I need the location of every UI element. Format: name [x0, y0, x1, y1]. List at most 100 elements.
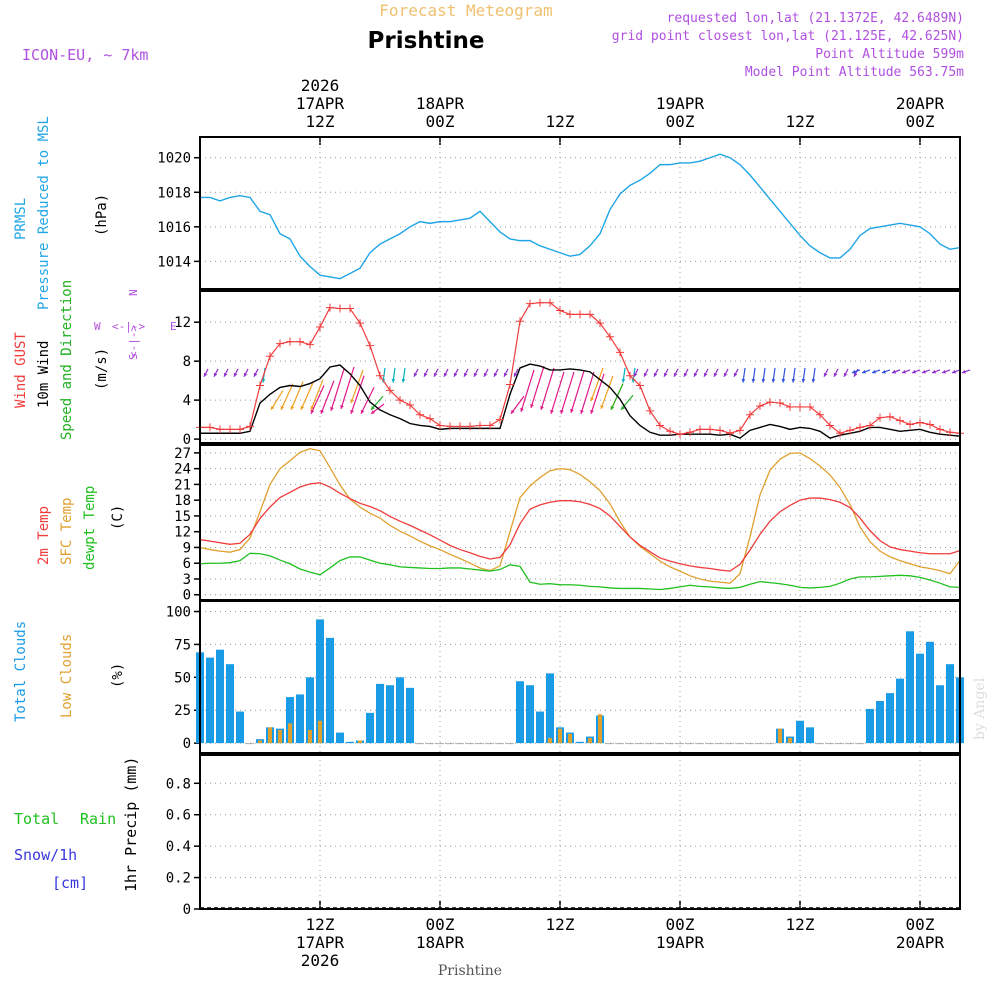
wind-gust-point: [946, 428, 954, 437]
temp-label-2m: 2m Temp: [36, 506, 52, 565]
wind-direction-arrowhead: [280, 405, 285, 410]
cloud-low-bar: [318, 720, 322, 744]
precip-label-cm: [cm]: [52, 874, 88, 892]
top-tick-label: 00Z: [666, 112, 695, 131]
bottom-tick-label: 18APR: [416, 933, 465, 952]
wind-direction-arrowhead: [371, 405, 375, 410]
pressure-ytick-label: 1020: [157, 151, 191, 167]
wind-direction-arrowhead: [673, 372, 678, 377]
wind-gust-point: [836, 429, 844, 438]
cloud-total-bar: [886, 693, 894, 744]
wind-direction-arrowhead: [253, 372, 258, 377]
wind-direction-arrowhead: [540, 405, 544, 410]
cloud-low-bar: [268, 727, 272, 744]
wind-gust-point: [936, 425, 944, 434]
cloud-total-bar: [536, 711, 544, 744]
bottom-tick-label: 00Z: [666, 915, 695, 934]
cloud-total-bar: [526, 685, 534, 744]
wind-gust-point: [916, 418, 924, 427]
cloud-total-bar: [546, 673, 554, 744]
wind-direction-arrowhead: [453, 372, 458, 377]
wind-gust-point: [746, 410, 754, 419]
compass-north: N: [127, 289, 140, 296]
wind-gust-point: [616, 348, 624, 357]
top-tick-label: 18APR: [416, 94, 465, 113]
top-tick-label: 00Z: [906, 112, 935, 131]
wind-direction-arrowhead: [733, 372, 738, 377]
wind-direction-arrowhead: [663, 372, 668, 377]
wind-gust-point: [876, 413, 884, 422]
wind-gust-point: [236, 425, 244, 434]
cloud-low-bar: [278, 729, 282, 744]
temp-2m-line: [199, 482, 961, 572]
wind-direction-arrow: [520, 369, 535, 412]
wind-direction-arrowhead: [952, 369, 956, 374]
wind-direction-arrowhead: [310, 405, 315, 410]
wind-gust-point: [866, 421, 874, 430]
wind-gust-point: [466, 422, 474, 431]
wind-gust-point: [646, 406, 654, 415]
wind-direction-arrowhead: [653, 372, 658, 377]
grid-point-coords: grid point closest lon,lat (21.125E, 42.…: [612, 29, 964, 44]
cloud-total-bar: [396, 677, 404, 744]
wind-direction-arrowhead: [340, 404, 344, 409]
requested-coords: requested lon,lat (21.1372E, 42.6489N): [667, 11, 964, 26]
wind-direction-arrowhead: [791, 378, 796, 383]
top-tick-label: 20APR: [896, 94, 945, 113]
clouds-ytick-label: 0: [183, 736, 191, 752]
wind-direction-arrowhead: [320, 409, 325, 414]
temperature-labels: 2m Temp SFC Temp dewpt Temp (C): [36, 486, 126, 570]
temperature-ytick-label: 21: [174, 477, 191, 493]
wind-direction-arrowhead: [703, 372, 708, 377]
wind-direction-arrow: [320, 380, 335, 414]
wind-gust-point: [426, 414, 434, 423]
temperature-ytick-label: 12: [174, 525, 191, 541]
wind-direction-arrowhead: [401, 378, 406, 383]
compass-axis: <-|->: [112, 320, 145, 333]
wind-gust-point: [206, 423, 214, 432]
wind-gust-point: [576, 310, 584, 319]
bottom-tick-label: 12Z: [546, 915, 575, 934]
wind-direction-arrowhead: [643, 372, 648, 377]
precip-ytick-label: 0.2: [166, 871, 191, 887]
wind-gust-point: [786, 402, 794, 411]
pressure-ytick-label: 1016: [157, 220, 191, 236]
wind-direction-arrowhead: [300, 405, 305, 410]
wind-direction-arrow: [560, 371, 575, 414]
wind-direction-arrowhead: [243, 372, 248, 377]
wind-direction-arrow: [350, 369, 364, 404]
wind-gust-point: [496, 415, 504, 424]
cloud-total-bar: [896, 678, 904, 744]
wind-direction-arrowhead: [590, 397, 594, 402]
wind-direction-arrowhead: [781, 378, 786, 383]
pressure-labels: PRMSL Pressure Reduced to MSL (hPa): [13, 116, 110, 310]
cloud-labels: Total Clouds Low Clouds (%): [13, 621, 126, 722]
bottom-tick-label: 20APR: [896, 933, 945, 952]
wind-10m-line: [200, 363, 961, 439]
wind-direction-arrowhead: [843, 372, 848, 377]
temperature-ytick-label: 6: [183, 556, 191, 572]
compass-vertical-axis: <-|->: [127, 325, 140, 358]
wind-direction-arrowhead: [823, 372, 828, 377]
wind-direction-arrow: [280, 383, 294, 411]
precip-label-rain: Rain: [80, 810, 116, 828]
cloud-low-bar: [598, 714, 602, 744]
subtitle: Forecast Meteogram: [379, 1, 552, 20]
wind-direction-arrowhead: [330, 406, 334, 411]
temp-dewpt-line: [199, 552, 961, 591]
cloud-total-bar: [316, 619, 324, 744]
wind-gust-point: [246, 422, 254, 431]
wind-direction-arrowhead: [693, 372, 698, 377]
top-tick-label: 17APR: [296, 94, 345, 113]
wind-gust-point: [306, 340, 314, 349]
wind-direction-arrowhead: [391, 378, 396, 383]
wind-direction-arrowhead: [271, 405, 275, 410]
cloud-total-bar: [206, 657, 214, 744]
wind-gust-point: [686, 428, 694, 437]
wind-direction-arrowhead: [892, 369, 896, 374]
wind-direction-arrowhead: [801, 378, 806, 383]
cloud-low-bar: [588, 737, 592, 744]
wind-direction-arrowhead: [741, 378, 746, 383]
wind-gust-point: [656, 421, 664, 430]
